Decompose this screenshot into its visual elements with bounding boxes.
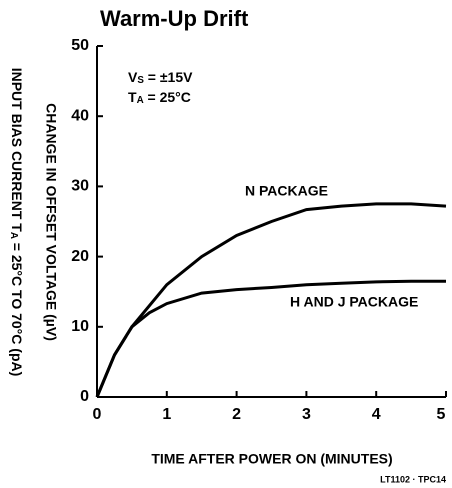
y-tick-label: 20 — [71, 248, 89, 265]
series-line — [95, 279, 446, 398]
y-axis-label-outer-sub: A — [8, 232, 19, 239]
annotation-rest: = 25°C — [144, 89, 191, 105]
series-label: N PACKAGE — [245, 183, 328, 199]
x-tick-label: 2 — [232, 406, 241, 423]
y-axis-label-outer-rest: = 25°C TO 70°C (pA) — [9, 239, 25, 376]
x-tick-label: 4 — [372, 406, 381, 423]
y-axis-label-outer: INPUT BIAS CURRENT TA = 25°C TO 70°C (pA… — [8, 68, 25, 377]
annotation-rest: = ±15V — [144, 69, 193, 85]
y-tick-label: 40 — [71, 107, 89, 124]
y-axis-label-outer-main: INPUT BIAS CURRENT T — [9, 68, 25, 233]
footnote: LT1102 · TPC14 — [380, 474, 446, 484]
x-tick-label: 5 — [437, 406, 446, 423]
annotation-sub: S — [137, 75, 144, 86]
annotation-main: V — [128, 69, 138, 85]
y-tick-label: 0 — [80, 388, 89, 405]
y-tick-label: 50 — [71, 37, 89, 54]
y-tick-label: 30 — [71, 178, 89, 195]
annotation-sub: A — [137, 95, 144, 106]
annotation: TA = 25°C — [128, 89, 191, 106]
annotation: VS = ±15V — [128, 69, 193, 86]
series-label: H AND J PACKAGE — [290, 294, 418, 310]
x-tick-label: 3 — [302, 406, 311, 423]
x-axis-label: TIME AFTER POWER ON (MINUTES) — [151, 451, 392, 467]
y-axis-label: CHANGE IN OFFSET VOLTAGE (µV) — [43, 103, 59, 341]
chart-title: Warm-Up Drift — [100, 6, 249, 31]
annotation-main: T — [128, 89, 137, 105]
x-tick-label: 0 — [93, 406, 102, 423]
x-tick-label: 1 — [162, 406, 171, 423]
y-tick-label: 10 — [71, 318, 89, 335]
